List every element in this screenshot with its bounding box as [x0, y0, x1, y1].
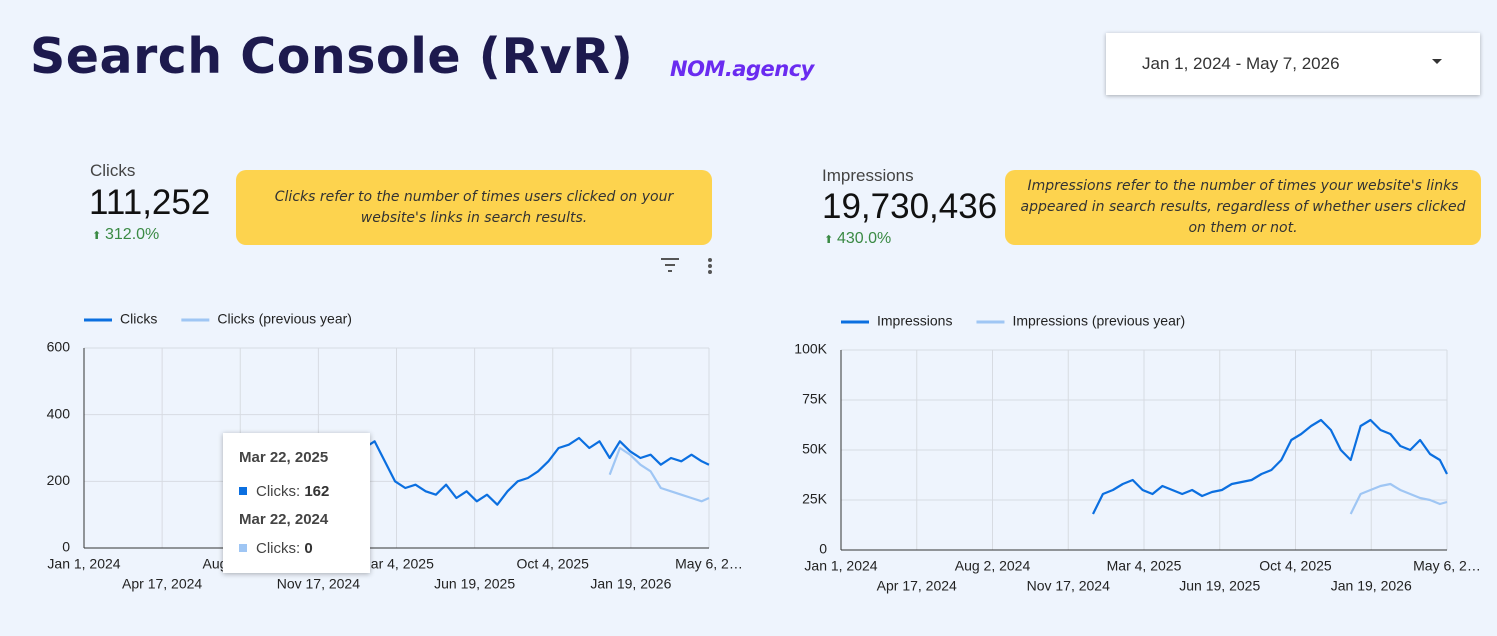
x-tick-label: Jun 19, 2025	[1179, 578, 1260, 594]
legend-label: Clicks (previous year)	[217, 311, 352, 327]
y-tick-label: 600	[47, 339, 71, 355]
filter-icon[interactable]	[661, 258, 679, 272]
y-tick-label: 400	[47, 405, 71, 421]
line-series	[1092, 418, 1448, 515]
x-tick-label: Mar 4, 2025	[1107, 558, 1182, 574]
more-options-icon[interactable]	[708, 258, 712, 274]
x-tick-label: Jun 19, 2025	[434, 576, 515, 592]
y-tick-label: 0	[819, 541, 827, 557]
x-tick-label: Mar 4, 2025	[359, 556, 434, 572]
x-tick-label: Jan 19, 2026	[590, 576, 671, 592]
x-tick-label: Nov 17, 2024	[277, 576, 360, 592]
x-tick-label: Jan 19, 2026	[1331, 578, 1412, 594]
x-tick-label: May 6, 2…	[675, 556, 743, 572]
tooltip-series: Clicks:	[256, 483, 301, 500]
scorecard-change: 312.0%	[105, 226, 160, 243]
date-range-picker[interactable]: Jan 1, 2024 - May 7, 2026	[1106, 33, 1480, 95]
scorecard-value: 111,252	[89, 183, 211, 222]
line-series	[608, 446, 710, 503]
dashboard-title: Search Console (RvR)	[30, 28, 634, 85]
y-tick-label: 100K	[794, 341, 827, 357]
logo: NOM.agency	[670, 57, 814, 81]
tooltip-date: Mar 22, 2024	[239, 511, 329, 528]
y-tick-label: 0	[62, 539, 70, 555]
description-note: Impressions refer to the number of times…	[1005, 170, 1481, 245]
y-tick-label: 25K	[802, 491, 828, 507]
legend-label: Impressions (previous year)	[1012, 313, 1185, 329]
tooltip-value: 162	[304, 483, 330, 500]
x-tick-label: Jan 1, 2024	[47, 556, 120, 572]
date-range: Jan 1, 2024 - May 7, 2026	[1142, 54, 1340, 73]
x-tick-label: Jan 1, 2024	[804, 558, 877, 574]
scorecard-value: 19,730,436	[822, 187, 998, 226]
up-arrow: ⬆	[92, 229, 102, 242]
x-tick-label: Oct 4, 2025	[517, 556, 590, 572]
tooltip-row: Clicks: 162	[239, 483, 329, 500]
scorecard-change: 430.0%	[837, 230, 892, 247]
x-tick-label: Apr 17, 2024	[122, 576, 202, 592]
x-tick-label: May 6, 2…	[1413, 558, 1481, 574]
x-tick-label: Aug 2, 2024	[955, 558, 1031, 574]
y-tick-label: 50K	[802, 441, 828, 457]
x-tick-label: Apr 17, 2024	[877, 578, 957, 594]
line-series	[1349, 482, 1448, 515]
tooltip-row: Clicks: 0	[239, 540, 313, 557]
dropdown-arrow	[1432, 59, 1442, 64]
chart-toolbar	[661, 258, 712, 274]
tooltip-series: Clicks:	[256, 540, 301, 557]
description-note: Clicks refer to the number of times user…	[236, 170, 712, 245]
line-series	[343, 436, 710, 506]
x-tick-label: Oct 4, 2025	[1259, 558, 1332, 574]
legend-label: Clicks	[120, 311, 157, 327]
tooltip: Mar 22, 2025 Clicks: 162 Mar 22, 2024 Cl…	[223, 433, 370, 573]
y-tick-label: 75K	[802, 391, 828, 407]
x-tick-label: Nov 17, 2024	[1027, 578, 1110, 594]
tooltip-date: Mar 22, 2025	[239, 449, 329, 466]
legend-label: Impressions	[877, 313, 952, 329]
tooltip-value: 0	[304, 540, 313, 557]
up-arrow: ⬆	[824, 233, 834, 246]
scorecard-label: Impressions	[822, 166, 914, 185]
scorecard-label: Clicks	[90, 161, 136, 180]
y-tick-label: 200	[47, 472, 71, 488]
